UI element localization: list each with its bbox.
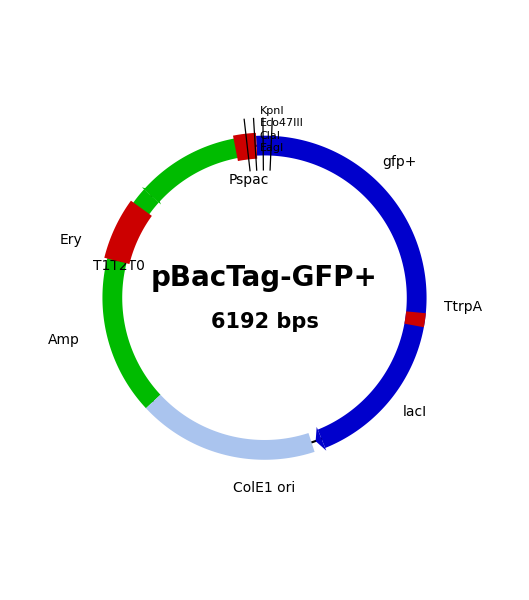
Polygon shape xyxy=(256,136,426,448)
Polygon shape xyxy=(103,189,160,408)
Text: ClaI: ClaI xyxy=(260,131,280,140)
Polygon shape xyxy=(142,187,161,205)
Text: ColE1 ori: ColE1 ori xyxy=(233,481,296,495)
Text: KpnI: KpnI xyxy=(260,106,284,116)
Polygon shape xyxy=(104,200,152,264)
Text: lacI: lacI xyxy=(403,405,426,419)
Text: TtrpA: TtrpA xyxy=(444,300,482,314)
Text: 6192 bps: 6192 bps xyxy=(211,312,318,332)
Polygon shape xyxy=(233,133,257,161)
Text: Pspac: Pspac xyxy=(229,173,269,187)
Text: EagI: EagI xyxy=(260,143,284,153)
Polygon shape xyxy=(242,134,249,160)
Text: Eco47III: Eco47III xyxy=(260,118,304,128)
Text: pBacTag-GFP+: pBacTag-GFP+ xyxy=(151,264,378,292)
Text: Amp: Amp xyxy=(48,334,79,347)
Text: T1T2T0: T1T2T0 xyxy=(93,259,145,273)
Polygon shape xyxy=(316,427,326,451)
Text: Ery: Ery xyxy=(60,233,83,247)
Text: gfp+: gfp+ xyxy=(382,155,417,169)
Polygon shape xyxy=(144,137,245,203)
Polygon shape xyxy=(146,395,315,460)
Polygon shape xyxy=(404,311,426,327)
